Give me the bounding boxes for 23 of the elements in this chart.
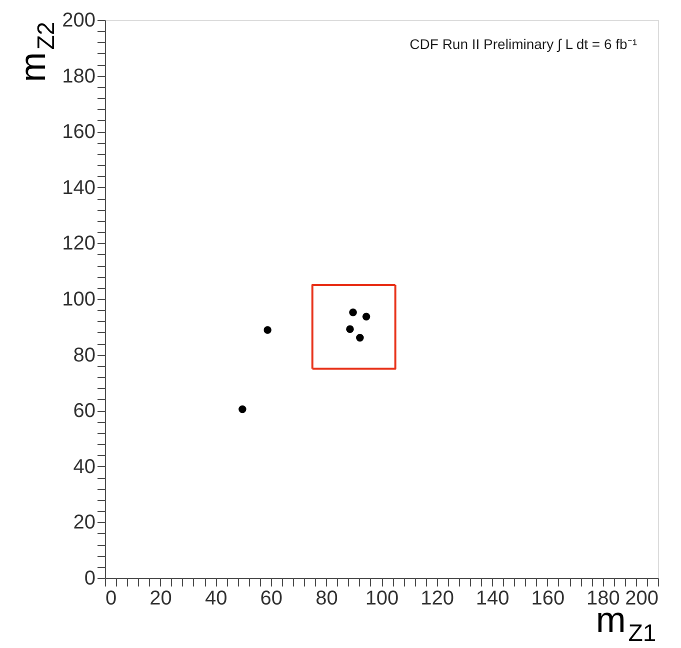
x-tick-label: 100 xyxy=(365,588,399,610)
x-tick-label: 60 xyxy=(260,588,283,610)
y-tick-label: 180 xyxy=(62,65,96,88)
x-tick-label: 140 xyxy=(476,588,510,610)
x-tick-label: 200 xyxy=(625,588,658,610)
x-tick-label: 80 xyxy=(316,588,338,610)
x-tick-label: 160 xyxy=(531,588,565,610)
y-tick-label: 80 xyxy=(73,344,96,366)
x-tick-label: 120 xyxy=(420,588,454,610)
y-tick-label: 60 xyxy=(73,400,96,422)
annotation: CDF Run II Preliminary ∫ L dt = 6 fb⁻¹ xyxy=(410,36,638,52)
y-tick-label: 160 xyxy=(62,121,96,144)
y-tick-label: 20 xyxy=(73,512,96,534)
y-tick-label: 120 xyxy=(62,232,96,255)
y-tick-label: 0 xyxy=(84,568,96,590)
y-tick-label: 40 xyxy=(73,456,96,478)
x-tick-label: 40 xyxy=(204,588,228,610)
y-tick-label: 200 xyxy=(62,10,96,32)
y-tick-label: 100 xyxy=(62,288,96,310)
y-tick-label: 140 xyxy=(62,176,96,199)
x-tick-label: 0 xyxy=(106,588,117,610)
y-axis-title: mZ2 xyxy=(12,22,60,82)
x-tick-label: 20 xyxy=(150,588,172,610)
